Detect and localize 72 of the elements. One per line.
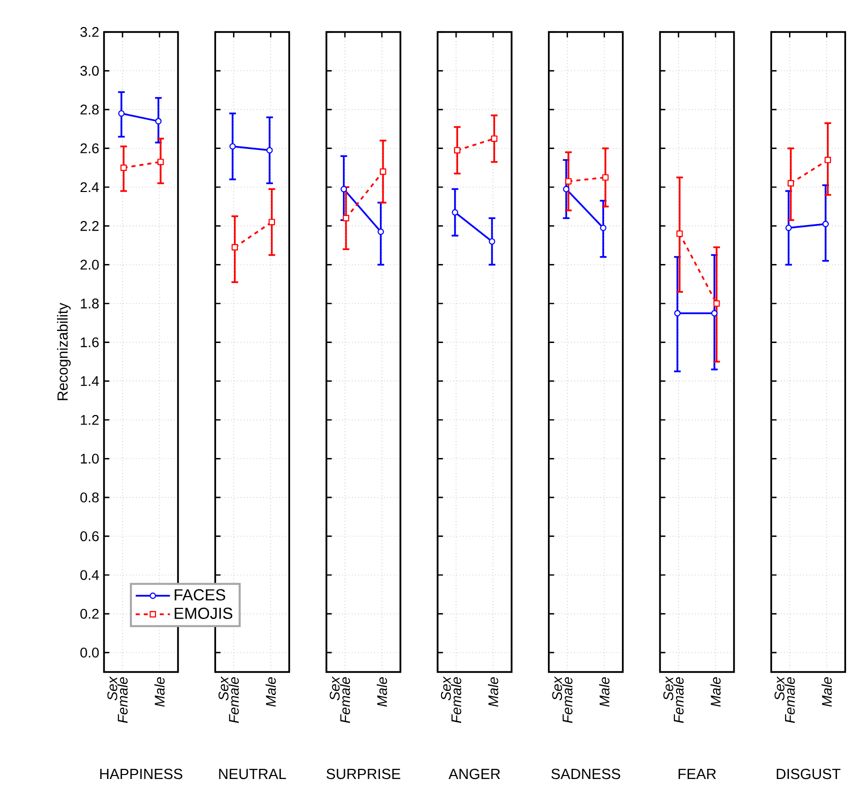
y-tick-label: 2.8 <box>80 104 99 115</box>
x-tick-label: Female <box>450 677 462 723</box>
x-tick-label: Female <box>117 677 128 723</box>
x-tick-label: Male <box>266 677 276 707</box>
x-tick-label: Male <box>488 677 498 707</box>
point <box>229 143 236 150</box>
point <box>824 156 832 164</box>
point <box>602 174 609 181</box>
text: Sex <box>330 676 340 700</box>
y-tick-label: 2.0 <box>80 260 99 270</box>
x-tick-label: Male <box>599 677 610 707</box>
text: Sex <box>218 676 228 700</box>
y-tick-label: 1.8 <box>80 298 99 308</box>
point <box>232 244 238 250</box>
point <box>118 110 125 117</box>
point <box>488 238 496 245</box>
text: HAPPINESS <box>100 768 182 780</box>
point <box>562 186 570 192</box>
y-tick-label: 0.4 <box>80 570 99 580</box>
y-tick-label: 3.0 <box>80 66 99 76</box>
text: Sex <box>663 676 674 700</box>
x-tick-label: Female <box>340 677 350 723</box>
x-tick-label: Male <box>154 677 165 707</box>
text: DISGUST <box>776 768 840 780</box>
x-tick-label: Female <box>562 677 572 723</box>
text: NEUTRAL <box>219 768 286 780</box>
point <box>380 168 386 175</box>
point <box>785 224 792 232</box>
text: FEAR <box>678 768 716 779</box>
point <box>491 135 498 142</box>
point <box>342 214 350 222</box>
y-tick-label: 2.6 <box>80 143 99 154</box>
x-tick-label: Male <box>376 677 388 707</box>
point <box>268 218 276 226</box>
point <box>266 147 273 154</box>
point <box>157 158 164 166</box>
point <box>822 220 829 228</box>
point <box>340 186 347 192</box>
x-tick-label: Male <box>710 677 721 707</box>
y-tick-label: 0.6 <box>80 531 99 542</box>
text: Sex <box>552 676 562 700</box>
point <box>600 224 606 232</box>
point <box>378 228 384 235</box>
text: ANGER <box>448 768 500 780</box>
legend-label: FACES <box>174 589 226 600</box>
text: Sex <box>107 676 118 700</box>
text: Sex <box>440 676 451 700</box>
x-tick-label: Female <box>228 677 239 723</box>
y-tick-label: 2.4 <box>80 182 99 192</box>
y-tick-label: 1.4 <box>80 376 99 386</box>
y-tick-label: 2.2 <box>80 221 99 231</box>
text: SADNESS <box>551 768 620 780</box>
y-tick-label: 3.2 <box>80 27 99 37</box>
point <box>155 118 162 124</box>
point <box>788 180 794 186</box>
point <box>120 164 127 171</box>
text: SURPRISE <box>326 768 400 780</box>
y-tick-label: 1.6 <box>80 337 99 348</box>
point <box>454 147 460 154</box>
y-axis-title: Recognizability <box>57 302 71 400</box>
y-tick-label: 0.2 <box>80 608 99 619</box>
x-tick-label: Female <box>673 677 684 723</box>
point <box>452 209 458 216</box>
x-tick-label: Male <box>822 677 832 707</box>
y-tick-label: 1.2 <box>80 414 99 425</box>
text: Sex <box>774 676 784 700</box>
x-tick-label: Female <box>784 677 795 723</box>
y-tick-label: 0.0 <box>80 648 99 658</box>
y-tick-label: 1.0 <box>80 454 99 464</box>
legend-label: EMOJIS <box>174 608 232 619</box>
point <box>565 178 572 185</box>
y-tick-label: 0.8 <box>80 492 99 502</box>
